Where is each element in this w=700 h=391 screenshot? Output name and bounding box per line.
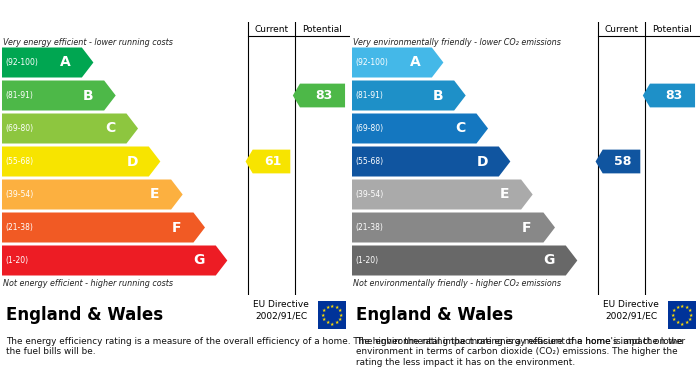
Text: ★: ★ xyxy=(676,305,680,310)
Text: ★: ★ xyxy=(321,312,326,317)
Text: D: D xyxy=(477,154,488,169)
Text: ★: ★ xyxy=(326,320,330,325)
Text: ★: ★ xyxy=(687,317,692,322)
Text: ★: ★ xyxy=(326,305,330,310)
Text: ★: ★ xyxy=(337,308,342,313)
Text: The energy efficiency rating is a measure of the overall efficiency of a home. T: The energy efficiency rating is a measur… xyxy=(6,337,685,357)
Polygon shape xyxy=(2,246,228,276)
Text: E: E xyxy=(150,188,160,201)
Text: Potential: Potential xyxy=(652,25,692,34)
Text: Very energy efficient - lower running costs: Very energy efficient - lower running co… xyxy=(3,38,173,47)
Text: Not energy efficient - higher running costs: Not energy efficient - higher running co… xyxy=(3,279,173,288)
Polygon shape xyxy=(2,147,160,176)
Text: (21-38): (21-38) xyxy=(355,223,383,232)
Text: Energy Efficiency Rating: Energy Efficiency Rating xyxy=(6,5,168,18)
Polygon shape xyxy=(352,113,488,143)
Text: ★: ★ xyxy=(330,321,334,326)
Polygon shape xyxy=(596,150,640,173)
Text: (55-68): (55-68) xyxy=(355,157,383,166)
Text: (21-38): (21-38) xyxy=(5,223,33,232)
Text: G: G xyxy=(544,253,555,267)
Text: ★: ★ xyxy=(687,308,692,313)
Text: EU Directive
2002/91/EC: EU Directive 2002/91/EC xyxy=(253,300,309,321)
Polygon shape xyxy=(352,81,466,111)
Text: (69-80): (69-80) xyxy=(355,124,383,133)
Polygon shape xyxy=(643,84,695,108)
Text: (1-20): (1-20) xyxy=(5,256,28,265)
Text: 83: 83 xyxy=(665,89,682,102)
Text: ★: ★ xyxy=(335,320,339,325)
Text: Current: Current xyxy=(254,25,288,34)
Text: ★: ★ xyxy=(322,317,326,322)
Polygon shape xyxy=(2,47,93,77)
Text: (81-91): (81-91) xyxy=(5,91,33,100)
Text: (92-100): (92-100) xyxy=(355,58,388,67)
Text: (39-54): (39-54) xyxy=(355,190,384,199)
Text: F: F xyxy=(522,221,532,235)
Polygon shape xyxy=(246,150,290,173)
Text: ★: ★ xyxy=(335,305,339,310)
Text: ★: ★ xyxy=(685,305,689,310)
Text: (39-54): (39-54) xyxy=(5,190,34,199)
Text: ★: ★ xyxy=(689,312,693,317)
Text: Current: Current xyxy=(604,25,638,34)
Text: England & Wales: England & Wales xyxy=(356,306,513,324)
Text: ★: ★ xyxy=(680,321,684,326)
Text: F: F xyxy=(172,221,182,235)
Text: (81-91): (81-91) xyxy=(355,91,383,100)
Text: C: C xyxy=(455,122,465,136)
Polygon shape xyxy=(352,147,510,176)
Polygon shape xyxy=(2,212,205,242)
Text: 83: 83 xyxy=(315,89,332,102)
Text: A: A xyxy=(60,56,71,70)
Text: Potential: Potential xyxy=(302,25,342,34)
Text: ★: ★ xyxy=(671,312,676,317)
Text: Environmental Impact (CO₂) Rating: Environmental Impact (CO₂) Rating xyxy=(356,5,588,18)
Text: The environmental impact rating is a measure of a home's impact on the environme: The environmental impact rating is a mea… xyxy=(356,337,682,367)
Text: ★: ★ xyxy=(339,312,343,317)
Polygon shape xyxy=(352,212,555,242)
Polygon shape xyxy=(352,179,533,210)
Text: ★: ★ xyxy=(672,317,676,322)
Polygon shape xyxy=(293,84,345,108)
Text: D: D xyxy=(127,154,138,169)
Text: (92-100): (92-100) xyxy=(5,58,38,67)
Text: Very environmentally friendly - lower CO₂ emissions: Very environmentally friendly - lower CO… xyxy=(353,38,561,47)
Text: (1-20): (1-20) xyxy=(355,256,378,265)
Text: 58: 58 xyxy=(614,155,631,168)
Polygon shape xyxy=(352,246,578,276)
Text: ★: ★ xyxy=(680,303,684,308)
Text: ★: ★ xyxy=(672,308,676,313)
Text: A: A xyxy=(410,56,421,70)
Text: 61: 61 xyxy=(264,155,281,168)
Text: ★: ★ xyxy=(337,317,342,322)
Text: E: E xyxy=(500,188,510,201)
Text: ★: ★ xyxy=(685,320,689,325)
Text: (69-80): (69-80) xyxy=(5,124,33,133)
Text: Not environmentally friendly - higher CO₂ emissions: Not environmentally friendly - higher CO… xyxy=(353,279,561,288)
Polygon shape xyxy=(2,113,138,143)
Text: (55-68): (55-68) xyxy=(5,157,33,166)
Text: ★: ★ xyxy=(330,303,334,308)
Text: G: G xyxy=(194,253,205,267)
Bar xyxy=(668,301,696,329)
Polygon shape xyxy=(2,81,116,111)
Bar xyxy=(318,301,346,329)
Text: C: C xyxy=(105,122,115,136)
Text: B: B xyxy=(83,88,93,102)
Polygon shape xyxy=(2,179,183,210)
Polygon shape xyxy=(352,47,443,77)
Text: ★: ★ xyxy=(322,308,326,313)
Text: B: B xyxy=(433,88,443,102)
Text: England & Wales: England & Wales xyxy=(6,306,163,324)
Text: ★: ★ xyxy=(676,320,680,325)
Text: EU Directive
2002/91/EC: EU Directive 2002/91/EC xyxy=(603,300,659,321)
